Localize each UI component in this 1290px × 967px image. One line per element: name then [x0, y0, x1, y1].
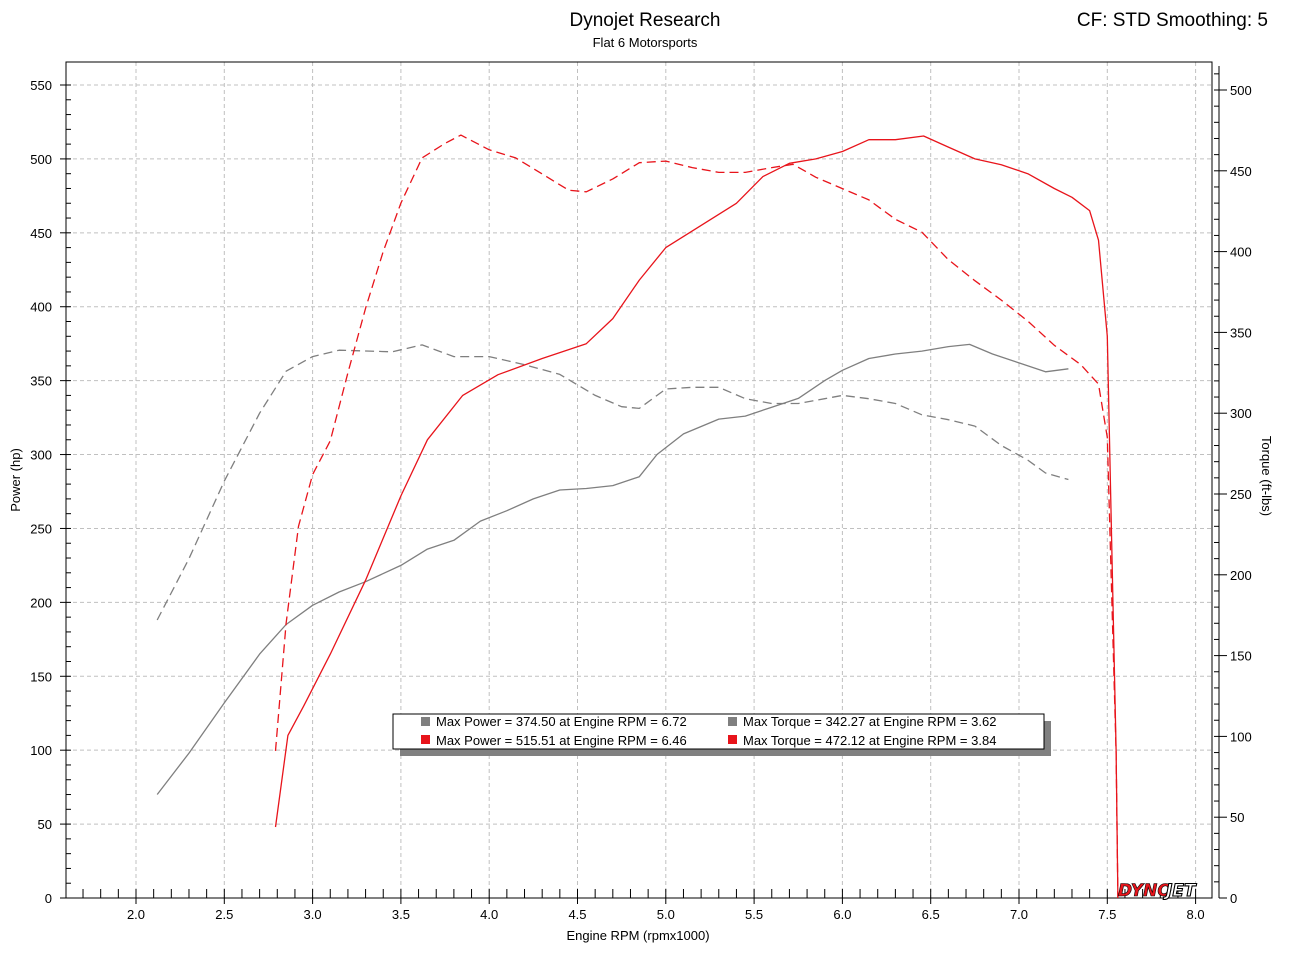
legend-swatch-gray-power [421, 717, 430, 726]
y-tick-label: 400 [30, 300, 52, 315]
legend-swatch-red-torque [728, 735, 737, 744]
axis-layer: 2.0 2.5 3.0 3.5 4.0 4.5 5.0 5.5 6.0 6.5 7.0 7.5 8.0 0… [30, 66, 1252, 922]
x-tick-label: 4.0 [480, 907, 498, 922]
plot-area-frame [65, 61, 1213, 899]
legend-text-gray-torque: Max Torque = 342.27 at Engine RPM = 3.62 [743, 714, 996, 729]
chart-title: Dynojet Research [569, 10, 720, 31]
y-tick-label: 500 [30, 152, 52, 167]
y-tick-label: 450 [30, 226, 52, 241]
x-tick-label: 2.5 [215, 907, 233, 922]
legend-box: Max Power = 374.50 at Engine RPM = 6.72 … [392, 713, 1051, 756]
y-tick-label: 150 [30, 669, 52, 684]
x-tick-label: 7.5 [1098, 907, 1116, 922]
legend-text-red-power: Max Power = 515.51 at Engine RPM = 6.46 [436, 733, 687, 748]
y-tick-label: 250 [30, 521, 52, 536]
legend-swatch-red-power [421, 735, 430, 744]
y2-tick-label: 400 [1230, 245, 1252, 260]
y-tick-label: 300 [30, 448, 52, 463]
x-tick-label: 2.0 [127, 907, 145, 922]
correction-factor-info: CF: STD Smoothing: 5 [1077, 10, 1268, 31]
svg-text:DYNO: DYNO [1118, 881, 1172, 901]
chart-subtitle: Flat 6 Motorsports [593, 35, 698, 50]
x-tick-label: 3.0 [304, 907, 322, 922]
x-axis-label: Engine RPM (rpmx1000) [566, 928, 709, 943]
y2-tick-label: 0 [1230, 891, 1237, 906]
y2-tick-label: 250 [1230, 487, 1252, 502]
y2-axis-label: Torque (ft-lbs) [1259, 436, 1274, 516]
y2-tick-label: 500 [1230, 83, 1252, 98]
svg-text:JET: JET [1163, 881, 1197, 901]
x-tick-label: 3.5 [392, 907, 410, 922]
dynojet-logo: DYNO JET [1118, 880, 1198, 901]
y2-tick-label: 450 [1230, 164, 1252, 179]
y2-tick-label: 200 [1230, 568, 1252, 583]
y-tick-label: 0 [45, 891, 52, 906]
grid-layer [66, 62, 1212, 898]
y-tick-label: 550 [30, 78, 52, 93]
legend-swatch-gray-torque [728, 717, 737, 726]
y-tick-label: 350 [30, 374, 52, 389]
y2-tick-label: 150 [1230, 649, 1252, 664]
x-tick-label: 6.0 [833, 907, 851, 922]
y-tick-label: 200 [30, 595, 52, 610]
x-tick-label: 7.0 [1010, 907, 1028, 922]
legend-text-gray-power: Max Power = 374.50 at Engine RPM = 6.72 [436, 714, 687, 729]
series-line-1 [156, 344, 1069, 621]
series-line-0 [156, 343, 1069, 795]
y-tick-label: 50 [38, 817, 52, 832]
x-tick-label: 8.0 [1187, 907, 1205, 922]
x-tick-label: 5.0 [657, 907, 675, 922]
x-tick-label: 6.5 [922, 907, 940, 922]
series-line-3 [274, 134, 1119, 899]
x-tick-label: 5.5 [745, 907, 763, 922]
series-layer [156, 134, 1119, 899]
series-line-2 [274, 135, 1119, 899]
y2-tick-label: 350 [1230, 325, 1252, 340]
y2-tick-label: 300 [1230, 406, 1252, 421]
x-tick-label: 4.5 [568, 907, 586, 922]
y2-tick-label: 50 [1230, 810, 1244, 825]
y-tick-label: 100 [30, 743, 52, 758]
y2-tick-label: 100 [1230, 729, 1252, 744]
legend-text-red-torque: Max Torque = 472.12 at Engine RPM = 3.84 [743, 733, 996, 748]
y-axis-label: Power (hp) [8, 448, 23, 512]
